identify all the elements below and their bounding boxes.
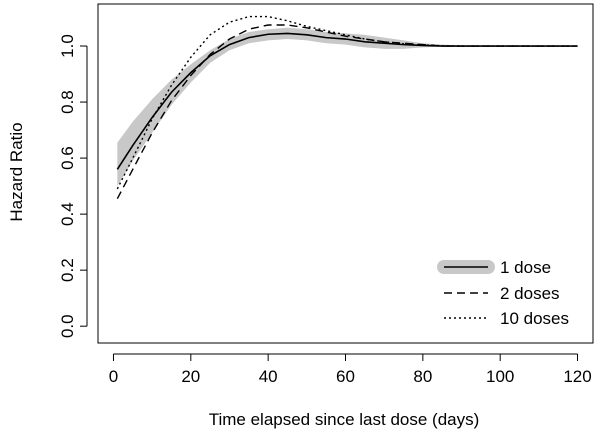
series-line-10-doses — [116, 15, 578, 190]
y-tick-label: 0.4 — [58, 202, 77, 226]
confidence-band-1-dose — [117, 27, 578, 187]
y-tick-label: 0.2 — [58, 258, 77, 282]
y-tick-label: 0.6 — [58, 146, 77, 170]
series-line-2-doses — [116, 24, 578, 200]
x-tick-label: 0 — [109, 367, 118, 386]
y-tick-label: 0.8 — [58, 90, 77, 114]
legend-label-10-doses: 10 doses — [500, 309, 569, 328]
plot-frame — [97, 3, 594, 344]
series-line-1-dose — [116, 32, 578, 170]
x-tick-label: 60 — [336, 367, 355, 386]
legend-label-1-dose: 1 dose — [500, 258, 551, 277]
x-tick-label: 40 — [259, 367, 278, 386]
x-tick-label: 100 — [486, 367, 514, 386]
x-axis-title: Time elapsed since last dose (days) — [209, 410, 480, 429]
y-axis: 0.0 0.2 0.4 0.6 0.8 1.0 — [58, 34, 88, 338]
y-tick-label: 1.0 — [58, 34, 77, 58]
series-layer — [116, 15, 578, 200]
confidence-band-layer — [117, 27, 578, 187]
y-tick-label: 0.0 — [58, 314, 77, 338]
x-tick-label: 20 — [181, 367, 200, 386]
y-axis-title: Hazard Ratio — [7, 122, 26, 221]
legend-label-2-doses: 2 doses — [500, 284, 560, 303]
x-axis: 0 20 40 60 80 100 120 — [109, 353, 592, 386]
x-tick-label: 80 — [413, 367, 432, 386]
x-tick-label: 120 — [563, 367, 591, 386]
legend: 1 dose 2 doses 10 doses — [437, 258, 569, 328]
